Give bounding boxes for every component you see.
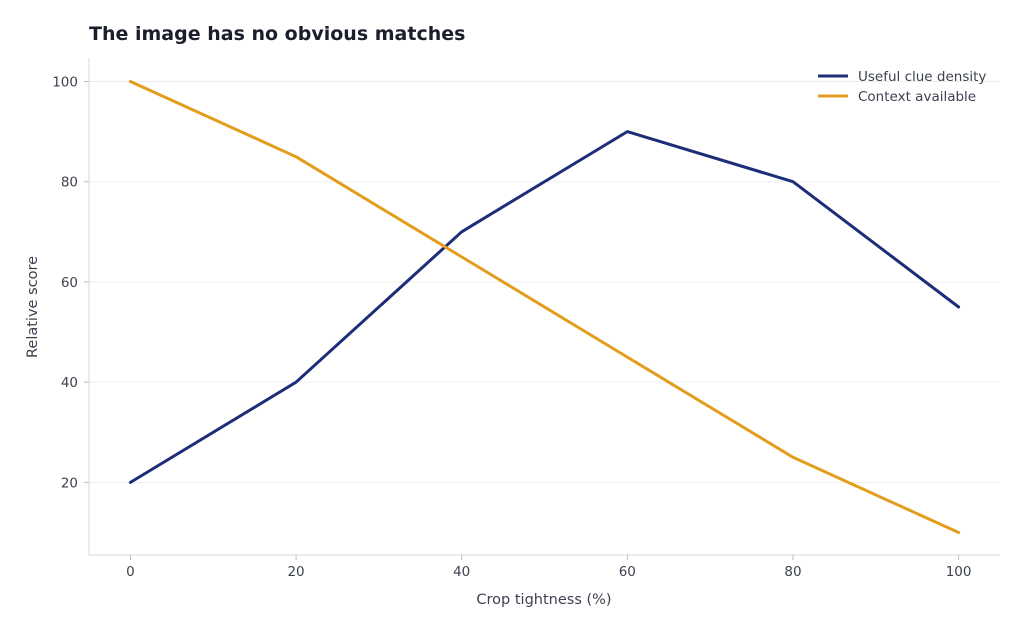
y-tick-label-100: 100 [52, 75, 78, 91]
x-tick-label-80: 80 [784, 564, 801, 580]
grid-lines [89, 81, 1000, 483]
series-lines [128, 80, 961, 534]
series-line-2 [128, 80, 961, 534]
y-axis-label: Relative score [25, 256, 41, 358]
axes [88, 58, 1000, 556]
x-tick-label-60: 60 [619, 564, 636, 580]
y-tick-label-20: 20 [61, 475, 78, 491]
x-axis-label: Crop tightness (%) [476, 592, 611, 608]
chart-title: The image has no obvious matches [89, 23, 465, 45]
series-line-1 [128, 130, 961, 484]
x-axis-ticks: 0 20 40 60 80 100 [126, 555, 971, 580]
x-tick-label-20: 20 [287, 564, 304, 580]
legend-label-2: Context available [858, 89, 976, 105]
y-axis-ticks: 20 40 60 80 100 [52, 75, 89, 491]
y-tick-label-60: 60 [61, 275, 78, 291]
legend-label-1: Useful clue density [858, 69, 986, 85]
x-tick-label-100: 100 [946, 564, 972, 580]
legend: Useful clue density Context available [818, 69, 986, 105]
x-tick-label-0: 0 [126, 564, 135, 580]
y-tick-label-80: 80 [61, 175, 78, 191]
y-tick-label-40: 40 [61, 375, 78, 391]
x-tick-label-40: 40 [453, 564, 470, 580]
